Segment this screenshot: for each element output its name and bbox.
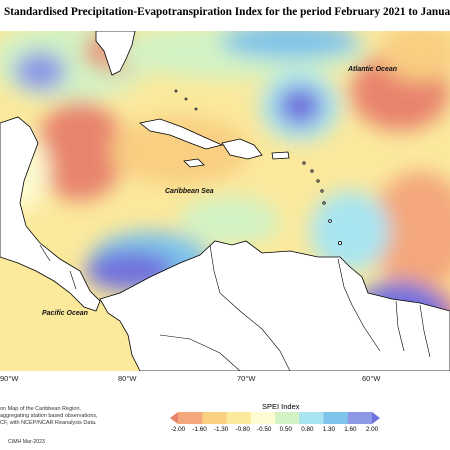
legend-tick-label: -0.50: [257, 426, 272, 433]
spei-anomaly-field: [0, 31, 450, 361]
map-title: Standardised Precipitation-Evapotranspir…: [4, 6, 450, 18]
legend-tick-label: -1.60: [192, 426, 207, 433]
note-line-1: on Map of the Caribbean Region.: [0, 406, 82, 412]
legend-tick-label: 1.60: [344, 426, 357, 433]
legend-tick-label: -2.00: [170, 426, 186, 433]
legend-tick-label: -0.80: [235, 426, 250, 433]
legend-swatch-3: [226, 412, 252, 424]
legend-swatch-5: [275, 412, 300, 424]
legend-tick-label: 1.30: [322, 426, 336, 433]
legend-tick-label: 2.00: [365, 426, 379, 433]
legend-swatch-4: [250, 412, 276, 424]
legend-swatch-0: [170, 412, 178, 424]
atlantic-ocean-label: Atlantic Ocean: [347, 66, 397, 73]
legend-tick-row: -2.00 -1.60 -1.30 -0.80 -0.50 0.50 0.80 1.30 1.6…: [170, 426, 380, 436]
legend-swatch-6: [299, 412, 324, 424]
jamaica-land: [183, 158, 205, 168]
lon-label-80w: 80°W: [118, 374, 137, 383]
lon-label-90w: 90°W: [0, 374, 19, 383]
legend-swatch-1: [178, 412, 203, 424]
legend-swatch-8: [347, 412, 373, 424]
cuba-land: [139, 118, 224, 150]
pacific-ocean-label: Pacific Ocean: [42, 310, 88, 317]
legend-tick-label: -1.30: [213, 426, 229, 433]
central-america-land: [0, 116, 101, 312]
country-borders: [39, 244, 431, 371]
legend-swatch-7: [323, 412, 349, 424]
puerto-rico-land: [271, 151, 290, 160]
note-line-3: CF, with NCEP/NCAR Reanalysis Data.: [0, 420, 97, 426]
map-notes: on Map of the Caribbean Region. aggregat…: [0, 406, 98, 427]
florida-land: [95, 31, 136, 76]
legend-colorbar: [170, 412, 380, 424]
spei-map: Atlantic Ocean Caribbean Sea Pacific Oce…: [0, 31, 450, 371]
legend-swatch-2: [202, 412, 227, 424]
lon-label-60w: 60°W: [362, 374, 381, 383]
legend-tick-label: 0.80: [301, 426, 314, 433]
caribbean-sea-label: Caribbean Sea: [165, 188, 214, 195]
legend-swatch-9: [372, 412, 380, 424]
spei-map-svg: Atlantic Ocean Caribbean Sea Pacific Oce…: [0, 31, 450, 371]
hispaniola-land: [221, 138, 263, 160]
map-credit: CIMH Mar-2023: [8, 439, 45, 445]
note-line-2: aggregating station based observations,: [0, 413, 98, 419]
legend-tick-label: 0.50: [279, 426, 292, 433]
legend-title: SPEI Index: [262, 402, 300, 411]
lon-label-70w: 70°W: [237, 374, 256, 383]
